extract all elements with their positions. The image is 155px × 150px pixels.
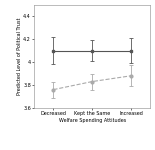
- X-axis label: Welfare Spending Attitudes: Welfare Spending Attitudes: [59, 118, 126, 123]
- Y-axis label: Predicted Level of Political Trust: Predicted Level of Political Trust: [17, 18, 22, 95]
